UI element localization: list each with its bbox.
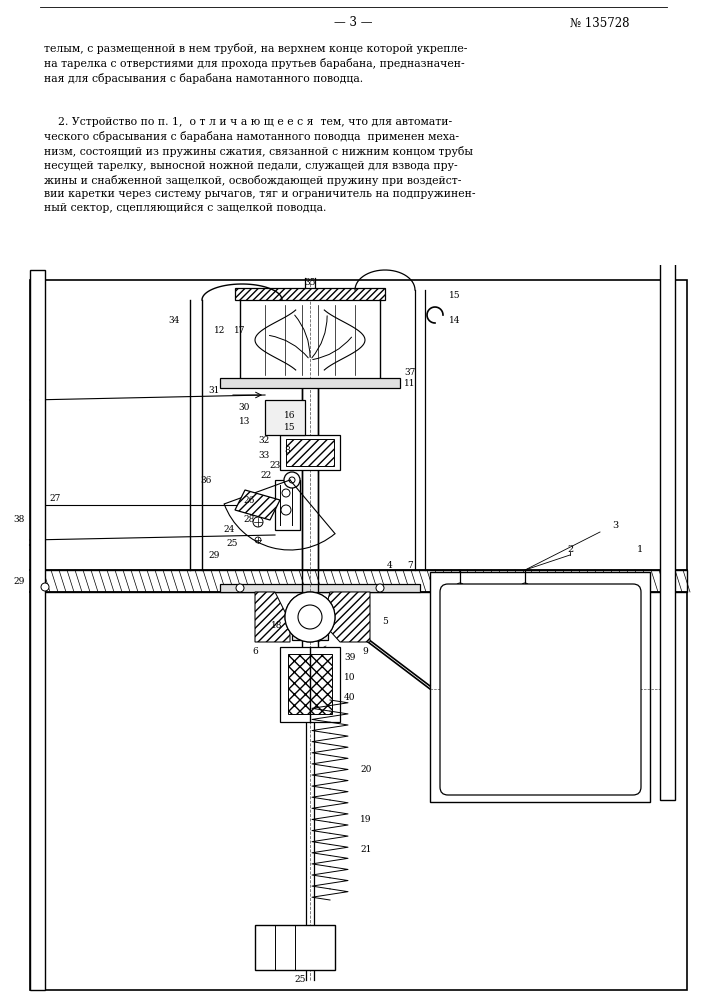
- Circle shape: [376, 584, 384, 592]
- Text: 8: 8: [284, 446, 290, 455]
- Bar: [280, 435, 340, 470]
- Circle shape: [289, 477, 295, 483]
- Polygon shape: [255, 592, 290, 642]
- Circle shape: [281, 505, 291, 515]
- Bar: [286, 439, 334, 466]
- Text: 14: 14: [449, 316, 461, 325]
- Circle shape: [282, 489, 290, 497]
- Circle shape: [298, 605, 322, 629]
- Text: 10: 10: [344, 673, 356, 682]
- Text: 20: 20: [360, 766, 371, 774]
- Text: 33: 33: [259, 451, 270, 460]
- Polygon shape: [235, 490, 280, 520]
- Text: № 135728: № 135728: [570, 16, 629, 29]
- Bar: [288, 654, 332, 714]
- Text: 4: 4: [387, 560, 393, 570]
- Circle shape: [41, 583, 49, 591]
- Text: 30: 30: [239, 403, 250, 412]
- Text: 7: 7: [407, 560, 413, 570]
- Text: 9: 9: [362, 648, 368, 657]
- Text: 17: 17: [233, 326, 245, 335]
- Polygon shape: [322, 592, 370, 642]
- Text: 26: 26: [244, 496, 255, 505]
- Text: 38: 38: [13, 516, 25, 524]
- Bar: [265, 400, 305, 435]
- Text: 31: 31: [209, 386, 220, 395]
- Text: 32: 32: [259, 436, 270, 445]
- Text: 36: 36: [201, 476, 212, 485]
- Text: 15: 15: [284, 423, 296, 432]
- Text: 13: 13: [239, 417, 250, 426]
- Bar: [30, 270, 45, 990]
- Bar: [296, 616, 324, 636]
- Text: 2: 2: [567, 546, 573, 554]
- Bar: [660, 260, 675, 800]
- Bar: [220, 378, 400, 388]
- Text: 2. Устройство по п. 1,  о т л и ч а ю щ е е с я  тем, что для автомати-
ческого : 2. Устройство по п. 1, о т л и ч а ю щ е…: [44, 117, 476, 213]
- Text: 5: 5: [382, 618, 388, 626]
- Bar: [430, 572, 650, 802]
- Bar: [280, 647, 340, 722]
- Circle shape: [284, 472, 300, 488]
- Text: 29: 29: [13, 578, 25, 586]
- Bar: [220, 584, 420, 592]
- Bar: [255, 925, 335, 970]
- Circle shape: [236, 584, 244, 592]
- Text: 34: 34: [169, 316, 180, 325]
- Circle shape: [539, 688, 542, 691]
- Text: 1: 1: [637, 546, 643, 554]
- Text: 40: 40: [344, 693, 356, 702]
- Circle shape: [285, 592, 335, 642]
- Text: 21: 21: [360, 846, 371, 854]
- Text: 28: 28: [244, 516, 255, 524]
- Text: 18: 18: [271, 622, 282, 631]
- FancyBboxPatch shape: [440, 584, 641, 795]
- Text: телым, с размещенной в нем трубой, на верхнем конце которой укрепле-
на тарелка : телым, с размещенной в нем трубой, на ве…: [44, 43, 467, 84]
- Bar: [235, 288, 385, 300]
- Text: 19: 19: [360, 816, 371, 824]
- Bar: [30, 570, 687, 592]
- Text: 3: 3: [612, 521, 618, 530]
- Text: 37: 37: [404, 368, 416, 377]
- Text: 25: 25: [226, 538, 238, 548]
- Text: 23: 23: [269, 461, 281, 470]
- Text: 27: 27: [49, 494, 61, 503]
- Circle shape: [253, 517, 263, 527]
- Text: 11: 11: [404, 379, 416, 388]
- Text: 12: 12: [214, 326, 225, 335]
- Text: 29: 29: [209, 550, 220, 560]
- Bar: [275, 480, 300, 530]
- Text: 24: 24: [223, 526, 235, 534]
- Text: 16: 16: [284, 411, 296, 420]
- Text: 35: 35: [304, 278, 316, 287]
- Text: 15: 15: [449, 291, 461, 300]
- Text: 25: 25: [294, 976, 305, 984]
- Text: 39: 39: [344, 653, 356, 662]
- Wedge shape: [285, 592, 335, 642]
- Text: 6: 6: [252, 648, 258, 657]
- Text: 22: 22: [261, 471, 272, 480]
- Text: — 3 —: — 3 —: [334, 16, 373, 29]
- Bar: [292, 612, 328, 640]
